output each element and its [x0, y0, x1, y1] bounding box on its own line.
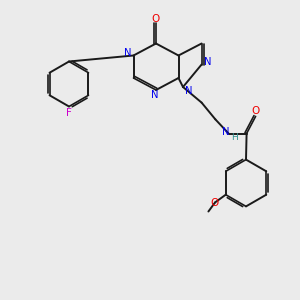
Text: N: N [185, 85, 193, 96]
Text: N: N [205, 57, 212, 67]
Text: N: N [124, 47, 132, 58]
Text: F: F [66, 108, 72, 118]
Text: O: O [210, 197, 218, 208]
Text: O: O [152, 14, 160, 24]
Text: N: N [222, 127, 230, 137]
Text: H: H [231, 133, 237, 142]
Text: N: N [152, 90, 159, 100]
Text: O: O [251, 106, 260, 116]
